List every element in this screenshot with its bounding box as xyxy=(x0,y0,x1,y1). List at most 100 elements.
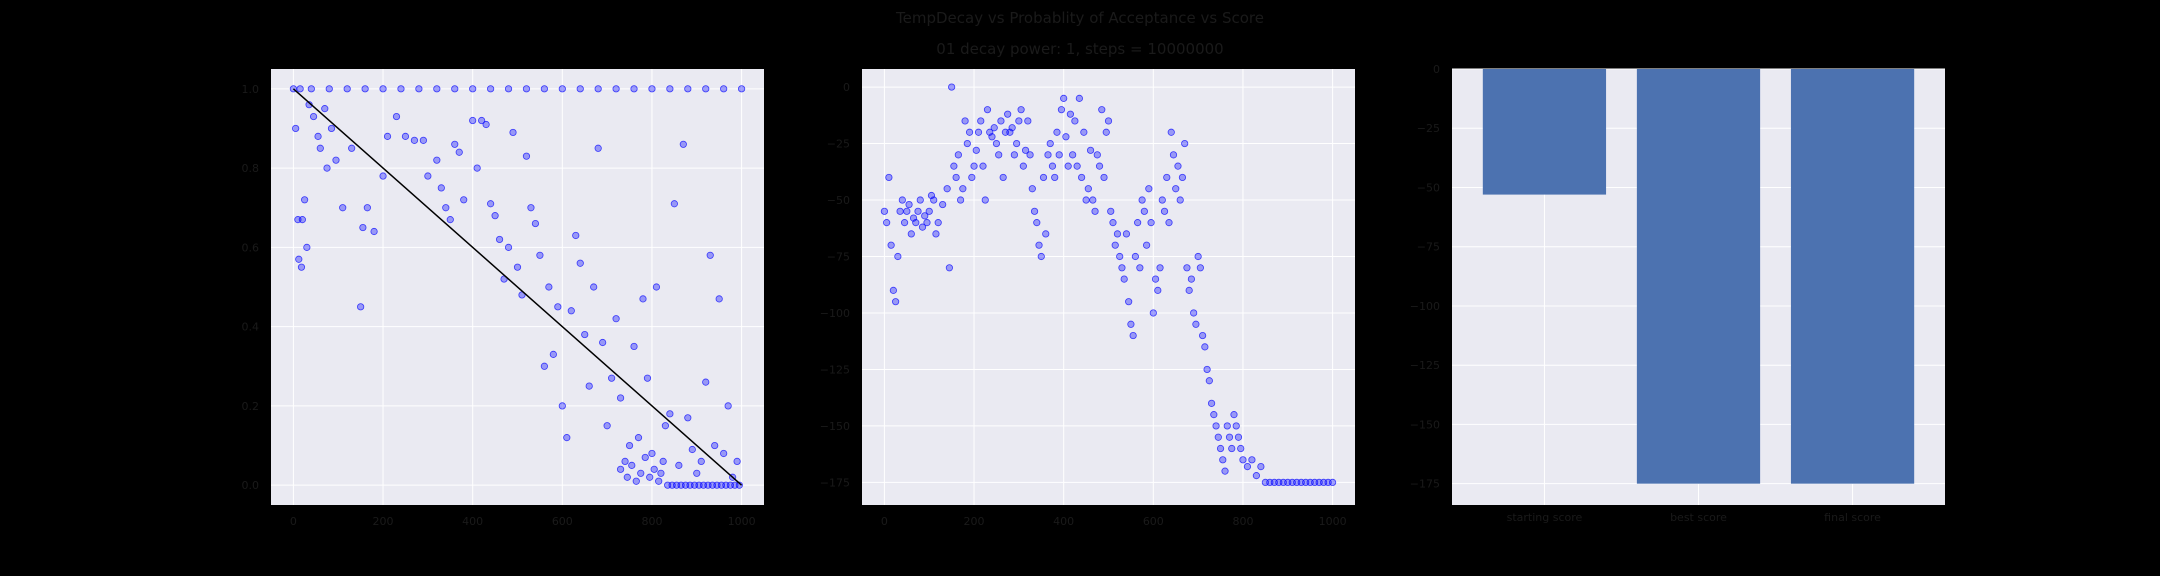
data-point xyxy=(1252,472,1261,480)
data-point xyxy=(983,106,992,114)
data-point xyxy=(594,144,602,152)
data-point xyxy=(487,200,495,208)
data-point xyxy=(392,112,401,121)
data-point xyxy=(921,212,929,220)
data-point xyxy=(419,136,427,144)
y-tick-label: −50 xyxy=(1417,181,1440,194)
y-tick-label: −75 xyxy=(827,251,850,264)
bar xyxy=(1482,69,1607,195)
data-point xyxy=(437,184,445,192)
data-point xyxy=(1084,185,1092,193)
y-tick-label: 0 xyxy=(1433,63,1440,76)
data-point xyxy=(545,283,553,291)
data-point xyxy=(323,164,331,172)
data-point xyxy=(900,219,909,227)
data-point xyxy=(608,374,616,382)
x-tick-label: 600 xyxy=(552,515,573,528)
data-point xyxy=(628,461,636,469)
data-point xyxy=(478,116,486,125)
y-tick-label: 1.0 xyxy=(242,83,260,96)
data-point xyxy=(977,117,985,125)
data-point xyxy=(357,303,365,311)
data-point xyxy=(892,298,900,306)
data-point xyxy=(513,263,522,271)
data-point xyxy=(1210,411,1218,419)
data-point xyxy=(634,434,643,442)
data-point xyxy=(1160,207,1169,215)
data-point xyxy=(1042,230,1050,238)
data-point xyxy=(643,374,652,382)
data-point xyxy=(585,382,593,390)
data-point xyxy=(616,394,625,402)
data-point xyxy=(907,230,915,238)
data-point xyxy=(961,117,969,125)
data-point xyxy=(1091,207,1099,215)
x-tick-label: 1000 xyxy=(1319,515,1347,528)
data-point xyxy=(641,453,649,462)
y-tick-label: −75 xyxy=(1417,241,1440,254)
data-point xyxy=(1237,444,1245,453)
data-point xyxy=(1131,252,1139,261)
data-point xyxy=(1033,219,1041,227)
data-point xyxy=(469,116,477,125)
data-point xyxy=(970,162,978,170)
plot-area xyxy=(862,69,1355,505)
x-tick-label: final score xyxy=(1824,511,1881,524)
acceptance-probability-chart: 0 200 400 600 800 1000 0.0 0.2 0.4 0.6 0.8 1.0 xyxy=(242,69,764,528)
data-point xyxy=(934,219,942,227)
data-point xyxy=(563,434,571,442)
data-point xyxy=(657,469,665,477)
data-point xyxy=(621,457,629,465)
data-point xyxy=(1187,275,1196,283)
data-point xyxy=(650,465,658,473)
data-point xyxy=(1120,275,1128,283)
x-tick-label: 800 xyxy=(1232,515,1253,528)
data-point xyxy=(1089,196,1097,204)
data-point xyxy=(1214,433,1222,441)
data-point xyxy=(1178,173,1187,182)
x-tick-label: 200 xyxy=(373,515,394,528)
x-tick-label: 600 xyxy=(1143,515,1164,528)
data-point xyxy=(702,85,710,93)
data-point xyxy=(625,441,634,450)
data-point xyxy=(1057,106,1066,114)
data-point xyxy=(558,85,566,93)
y-tick-label: 0.6 xyxy=(242,241,260,254)
data-point xyxy=(292,124,300,133)
data-point xyxy=(666,410,674,418)
data-point xyxy=(1122,230,1131,238)
data-point xyxy=(424,172,432,180)
data-point xyxy=(1129,331,1137,340)
data-point xyxy=(1142,241,1151,249)
data-point xyxy=(720,449,728,458)
data-point xyxy=(1172,185,1180,193)
data-point xyxy=(715,295,723,303)
data-point xyxy=(1183,264,1191,272)
data-point xyxy=(1221,467,1229,475)
data-point xyxy=(612,85,620,93)
data-point xyxy=(1185,286,1193,294)
data-point xyxy=(1004,110,1012,118)
data-point xyxy=(1046,139,1054,148)
x-tick-label: 200 xyxy=(964,515,985,528)
data-point xyxy=(303,243,311,251)
data-point xyxy=(361,85,369,93)
x-tick-label: starting score xyxy=(1507,511,1583,524)
x-tick-label: 0 xyxy=(290,515,297,528)
data-point xyxy=(549,350,557,358)
y-tick-label: 0 xyxy=(843,81,850,94)
data-point xyxy=(648,449,656,458)
data-point xyxy=(522,85,531,93)
data-point xyxy=(1151,275,1160,283)
data-point xyxy=(1035,241,1043,249)
data-point xyxy=(1201,343,1209,351)
y-tick-label: −150 xyxy=(1410,418,1440,431)
data-point xyxy=(1223,422,1231,430)
y-tick-label: 0.8 xyxy=(242,162,260,175)
data-point xyxy=(720,85,728,93)
data-point xyxy=(307,85,315,93)
data-point xyxy=(540,362,548,370)
data-point xyxy=(527,204,535,212)
data-point xyxy=(397,85,405,93)
score-summary-chart: 0 −25 −50 −75 −100 −125 −150 −175 starting score… xyxy=(1410,63,1945,524)
